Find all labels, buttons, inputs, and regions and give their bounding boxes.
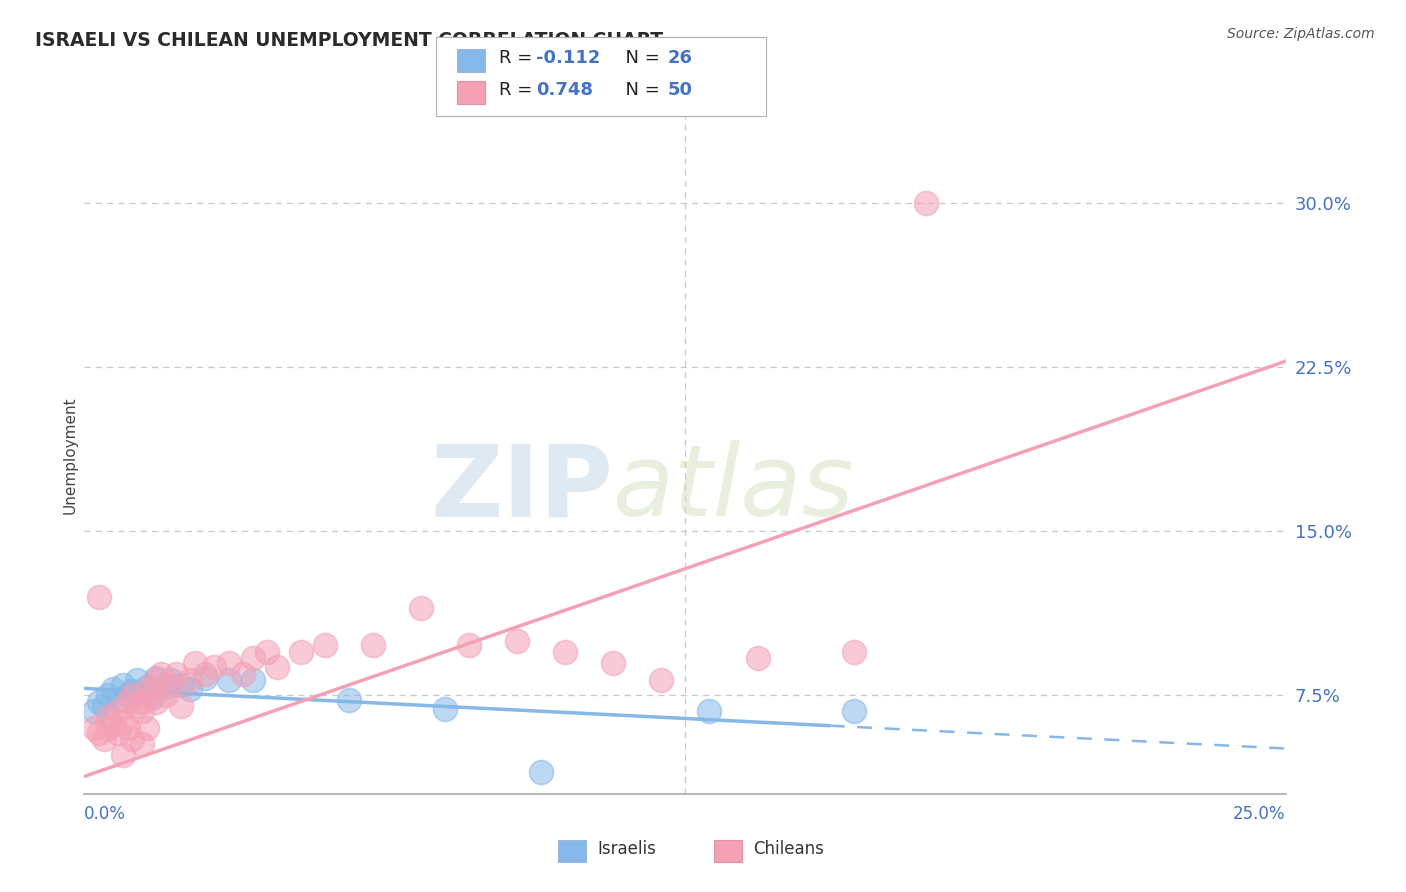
- Point: [602, 656, 624, 670]
- Point: [266, 660, 288, 674]
- Point: [121, 689, 143, 703]
- Point: [97, 710, 120, 724]
- Point: [554, 645, 576, 659]
- Point: [145, 671, 167, 685]
- Text: 26: 26: [668, 49, 693, 67]
- Point: [135, 681, 157, 696]
- Point: [650, 673, 672, 688]
- Point: [103, 681, 125, 696]
- Point: [842, 704, 865, 718]
- Point: [127, 673, 149, 688]
- Point: [169, 677, 191, 691]
- Point: [179, 673, 201, 688]
- Text: ISRAELI VS CHILEAN UNEMPLOYMENT CORRELATION CHART: ISRAELI VS CHILEAN UNEMPLOYMENT CORRELAT…: [35, 31, 664, 50]
- Point: [107, 693, 129, 707]
- Point: [218, 656, 240, 670]
- Point: [127, 699, 149, 714]
- Point: [131, 686, 153, 700]
- Point: [218, 673, 240, 688]
- Point: [434, 701, 457, 715]
- Point: [409, 601, 432, 615]
- Point: [150, 666, 173, 681]
- Point: [93, 732, 115, 747]
- Text: N =: N =: [614, 81, 666, 99]
- Text: Chileans: Chileans: [754, 840, 824, 858]
- Point: [242, 651, 264, 665]
- Point: [337, 693, 360, 707]
- Point: [194, 666, 217, 681]
- Text: 50: 50: [668, 81, 693, 99]
- Point: [155, 680, 177, 694]
- Point: [87, 590, 110, 604]
- Point: [87, 695, 110, 709]
- Point: [179, 681, 201, 696]
- Point: [202, 660, 225, 674]
- Point: [242, 673, 264, 688]
- Point: [141, 690, 163, 705]
- Point: [155, 689, 177, 703]
- Point: [97, 689, 120, 703]
- Point: [111, 747, 134, 762]
- Point: [131, 695, 153, 709]
- Point: [184, 656, 207, 670]
- Point: [111, 677, 134, 691]
- Point: [83, 721, 105, 735]
- Point: [160, 673, 183, 688]
- Text: 25.0%: 25.0%: [1233, 805, 1285, 822]
- Text: 0.0%: 0.0%: [84, 805, 127, 822]
- Point: [530, 764, 553, 779]
- Point: [160, 677, 183, 691]
- Text: atlas: atlas: [613, 441, 855, 537]
- Text: ZIP: ZIP: [430, 441, 613, 537]
- Point: [83, 704, 105, 718]
- Point: [145, 695, 167, 709]
- Point: [842, 645, 865, 659]
- Point: [103, 717, 125, 731]
- Point: [107, 725, 129, 739]
- Point: [141, 689, 163, 703]
- Point: [699, 704, 721, 718]
- Point: [135, 680, 157, 694]
- Point: [135, 721, 157, 735]
- Point: [117, 689, 139, 703]
- Point: [361, 638, 384, 652]
- Text: R =: R =: [499, 81, 538, 99]
- Text: Source: ZipAtlas.com: Source: ZipAtlas.com: [1227, 27, 1375, 41]
- Point: [915, 196, 938, 211]
- Point: [121, 732, 143, 747]
- Point: [131, 737, 153, 751]
- Point: [97, 721, 120, 735]
- Point: [194, 671, 217, 685]
- Point: [117, 721, 139, 735]
- Point: [131, 704, 153, 718]
- Point: [256, 645, 278, 659]
- Point: [747, 651, 769, 665]
- Text: N =: N =: [614, 49, 666, 67]
- Point: [290, 645, 312, 659]
- Point: [169, 699, 191, 714]
- Point: [87, 725, 110, 739]
- Point: [314, 638, 336, 652]
- Point: [117, 695, 139, 709]
- Text: Israelis: Israelis: [598, 840, 657, 858]
- Point: [145, 673, 167, 688]
- Point: [121, 684, 143, 698]
- Point: [111, 714, 134, 729]
- Point: [232, 666, 254, 681]
- Point: [458, 638, 481, 652]
- Text: R =: R =: [499, 49, 538, 67]
- Point: [93, 699, 115, 714]
- Point: [165, 666, 187, 681]
- Text: 0.748: 0.748: [536, 81, 593, 99]
- Point: [107, 704, 129, 718]
- Y-axis label: Unemployment: Unemployment: [62, 396, 77, 514]
- Point: [506, 633, 529, 648]
- Text: -0.112: -0.112: [536, 49, 600, 67]
